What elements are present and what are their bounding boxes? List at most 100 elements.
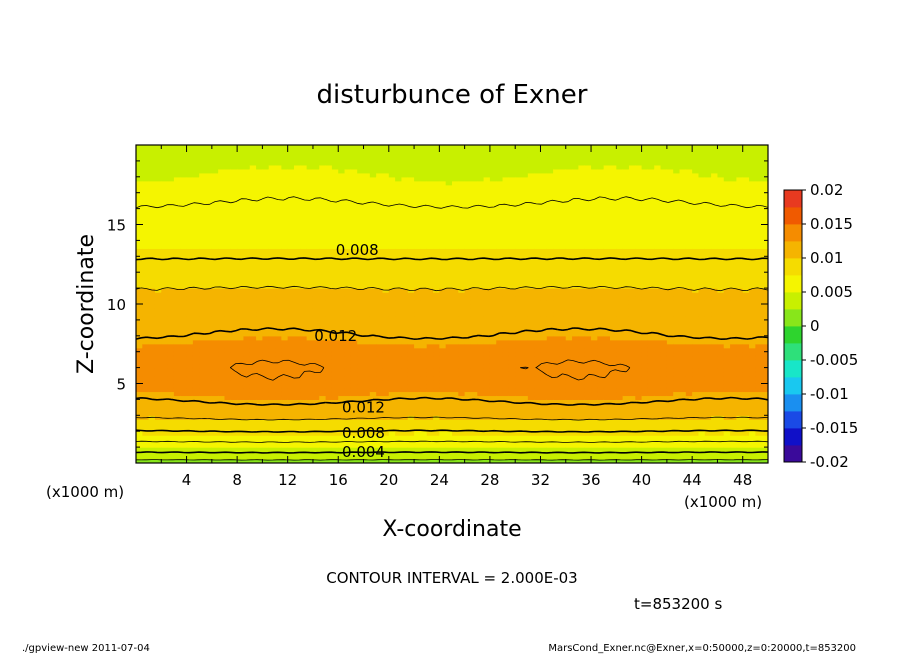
field-cell xyxy=(256,228,263,234)
field-cell xyxy=(369,335,377,341)
field-cell xyxy=(388,220,396,226)
field-cell xyxy=(395,300,403,305)
field-cell xyxy=(369,260,377,265)
field-cell xyxy=(470,311,478,317)
field-cell xyxy=(382,347,390,353)
field-cell xyxy=(388,212,396,218)
field-cell xyxy=(275,391,282,397)
field-cell xyxy=(161,216,169,222)
field-cell xyxy=(338,347,346,353)
field-cell xyxy=(262,208,270,214)
field-cell xyxy=(350,415,358,420)
field-cell xyxy=(496,192,504,198)
field-cell xyxy=(401,236,409,241)
field-cell xyxy=(458,331,466,337)
field-cell xyxy=(401,403,409,408)
field-cell xyxy=(420,192,428,198)
field-cell xyxy=(224,359,232,365)
field-cell xyxy=(294,383,301,389)
field-cell xyxy=(287,148,295,154)
field-cell xyxy=(312,148,320,154)
field-cell xyxy=(186,315,194,321)
field-cell xyxy=(319,156,327,162)
field-cell xyxy=(173,212,181,218)
field-cell xyxy=(414,363,421,369)
field-cell xyxy=(470,419,478,424)
field-cell xyxy=(489,296,497,301)
field-cell xyxy=(142,359,150,365)
field-cell xyxy=(477,347,485,353)
field-cell xyxy=(350,311,358,317)
field-cell xyxy=(136,272,143,277)
field-cell xyxy=(388,379,396,385)
field-cell xyxy=(180,447,188,452)
field-cell xyxy=(142,248,150,253)
field-cell xyxy=(395,447,403,452)
field-cell xyxy=(154,431,162,436)
field-cell xyxy=(148,172,156,178)
field-cell xyxy=(502,145,510,150)
field-cell xyxy=(407,280,415,285)
field-cell xyxy=(363,160,371,166)
field-cell xyxy=(268,315,276,321)
field-cell xyxy=(173,367,181,373)
field-cell xyxy=(376,145,384,150)
field-cell xyxy=(458,176,466,182)
field-cell xyxy=(426,168,434,174)
field-cell xyxy=(502,363,510,369)
field-cell xyxy=(154,435,162,440)
field-cell xyxy=(439,383,447,389)
field-cell xyxy=(350,264,358,269)
field-cell xyxy=(142,319,150,325)
field-cell xyxy=(363,435,371,440)
field-cell xyxy=(426,228,434,234)
field-cell xyxy=(439,212,447,218)
field-cell xyxy=(262,240,270,245)
field-cell xyxy=(521,184,529,190)
field-cell xyxy=(325,164,333,170)
field-cell xyxy=(230,208,238,214)
field-cell xyxy=(180,300,188,305)
field-cell xyxy=(148,304,156,309)
field-cell xyxy=(388,391,396,397)
field-cell xyxy=(496,331,504,337)
field-cell xyxy=(527,379,535,385)
field-cell xyxy=(407,188,415,194)
field-cell xyxy=(527,455,535,460)
field-cell xyxy=(294,204,301,210)
field-cell xyxy=(388,407,396,412)
field-cell xyxy=(388,327,396,333)
field-cell xyxy=(249,407,257,412)
field-cell xyxy=(199,435,207,440)
field-cell xyxy=(154,307,162,313)
field-cell xyxy=(224,419,232,424)
field-cell xyxy=(218,443,226,448)
field-cell xyxy=(281,204,289,210)
field-cell xyxy=(445,363,453,369)
field-cell xyxy=(306,148,314,154)
field-cell xyxy=(395,451,403,456)
field-cell xyxy=(350,335,358,341)
field-cell xyxy=(376,172,384,178)
field-cell xyxy=(192,375,200,381)
field-cell xyxy=(243,315,251,321)
field-cell xyxy=(382,224,390,230)
field-cell xyxy=(192,145,200,150)
field-cell xyxy=(357,180,365,186)
field-cell xyxy=(319,435,327,440)
field-cell xyxy=(338,156,346,162)
field-cell xyxy=(243,220,251,226)
field-cell xyxy=(142,367,150,373)
field-cell xyxy=(439,168,447,174)
field-cell xyxy=(173,387,181,393)
field-cell xyxy=(306,363,314,369)
field-cell xyxy=(224,387,232,393)
field-cell xyxy=(249,228,257,234)
field-cell xyxy=(262,276,270,281)
field-cell xyxy=(142,435,150,440)
field-cell xyxy=(211,339,219,345)
field-cell xyxy=(508,212,516,218)
field-cell xyxy=(161,371,169,377)
field-cell xyxy=(287,407,295,412)
field-cell xyxy=(344,351,352,357)
